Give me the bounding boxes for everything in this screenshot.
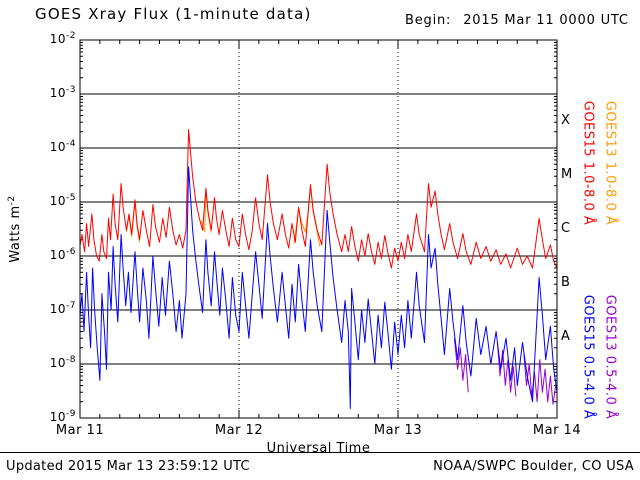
begin-timestamp: Begin: 2015 Mar 11 0000 UTC bbox=[405, 13, 629, 28]
series-line bbox=[523, 354, 557, 405]
x-tick-label: Mar 12 bbox=[214, 423, 264, 438]
updated-timestamp: Updated 2015 Mar 13 23:59:12 UTC bbox=[6, 459, 250, 474]
plot-title: GOES Xray Flux (1-minute data) bbox=[35, 5, 312, 23]
credit: NOAA/SWPC Boulder, CO USA bbox=[433, 459, 634, 474]
y-tick-label: 10-6 bbox=[49, 247, 76, 262]
flare-class-m: M bbox=[561, 167, 573, 182]
y-tick-label: 10-7 bbox=[49, 301, 76, 316]
y-tick-label: 10-4 bbox=[49, 139, 76, 154]
y-axis-title-text: Watts m bbox=[8, 205, 24, 263]
series-label: GOES15 0.5-4.0 Å bbox=[580, 294, 596, 420]
flare-class-b: B bbox=[561, 275, 570, 290]
y-axis-title: Watts m-2 bbox=[7, 195, 23, 262]
flare-class-c: C bbox=[561, 221, 571, 236]
plot-frame bbox=[79, 39, 558, 419]
x-tick-label: Mar 14 bbox=[532, 423, 582, 438]
y-axis-title-exponent: -2 bbox=[6, 195, 17, 206]
y-tick-label: 10-8 bbox=[49, 355, 76, 370]
series-line bbox=[80, 129, 557, 269]
series-line bbox=[80, 166, 557, 409]
flare-class-a: A bbox=[561, 329, 570, 344]
series-line bbox=[496, 342, 517, 397]
y-tick-label: 10-2 bbox=[49, 31, 76, 46]
series-label: GOES15 1.0-8.0 Å bbox=[580, 100, 596, 226]
x-tick-label: Mar 13 bbox=[373, 423, 423, 438]
y-tick-label: 10-9 bbox=[49, 409, 76, 424]
series-label: GOES13 1.0-8.0 Å bbox=[602, 100, 618, 226]
y-tick-label: 10-3 bbox=[49, 85, 76, 100]
begin-label: Begin: bbox=[405, 13, 452, 28]
footer-divider bbox=[0, 452, 640, 453]
series-line bbox=[453, 338, 469, 393]
y-tick-label: 10-5 bbox=[49, 193, 76, 208]
flare-class-x: X bbox=[561, 113, 570, 128]
begin-value: 2015 Mar 11 0000 UTC bbox=[463, 13, 629, 28]
series-label: GOES13 0.5-4.0 Å bbox=[602, 294, 618, 420]
x-tick-label: Mar 11 bbox=[55, 423, 105, 438]
x-axis-title: Universal Time bbox=[266, 441, 371, 456]
